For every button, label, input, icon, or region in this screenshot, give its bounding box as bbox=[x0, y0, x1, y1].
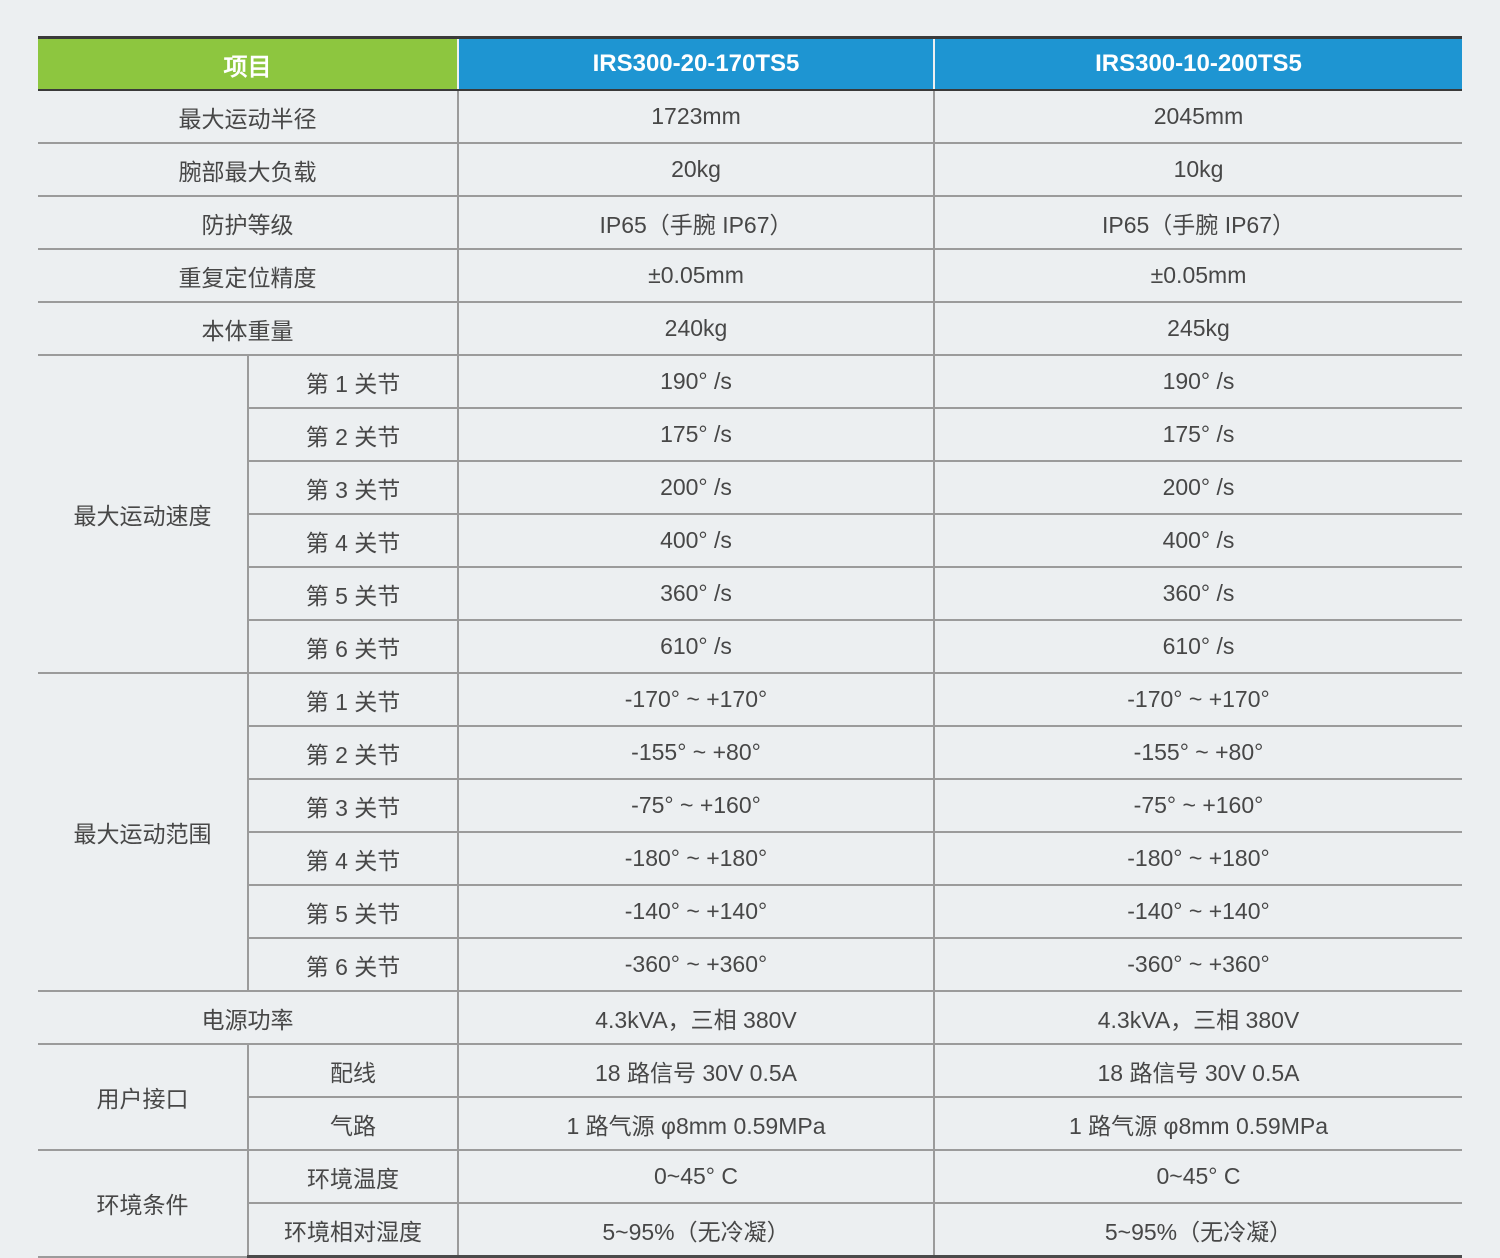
table-row: 防护等级 IP65（手腕 IP67） IP65（手腕 IP67） bbox=[38, 195, 1462, 250]
group-label: 环境条件 bbox=[38, 1149, 249, 1258]
cell-value: -180° ~ +180° bbox=[933, 831, 1462, 886]
row-sublabel: 第 4 关节 bbox=[248, 831, 459, 886]
table-row: 第 2 关节 175° /s 175° /s bbox=[38, 407, 1462, 462]
row-sublabel: 气路 bbox=[248, 1096, 459, 1151]
cell-value: 610° /s bbox=[933, 619, 1462, 674]
group-label: 用户接口 bbox=[38, 1043, 249, 1151]
cell-value: 5~95%（无冷凝） bbox=[933, 1202, 1462, 1258]
header-model-1-cell: IRS300-20-170TS5 bbox=[457, 36, 934, 91]
cell-value: 400° /s bbox=[933, 513, 1462, 568]
cell-value: 360° /s bbox=[457, 566, 935, 621]
row-sublabel: 第 1 关节 bbox=[247, 354, 459, 409]
group-label: 最大运动速度 bbox=[38, 354, 249, 674]
cell-value: 0~45° C bbox=[933, 1149, 1462, 1204]
cell-value: -140° ~ +140° bbox=[933, 884, 1462, 939]
table-row: 重复定位精度 ±0.05mm ±0.05mm bbox=[38, 248, 1462, 303]
table-row: 第 3 关节 200° /s 200° /s bbox=[38, 460, 1462, 515]
cell-value: 2045mm bbox=[933, 89, 1462, 144]
row-sublabel: 第 4 关节 bbox=[248, 513, 459, 568]
row-label: 防护等级 bbox=[38, 195, 459, 250]
table-row: 最大运动速度 第 1 关节 190° /s 190° /s bbox=[38, 354, 1462, 674]
cell-value: 175° /s bbox=[457, 407, 935, 462]
cell-value: 200° /s bbox=[457, 460, 935, 515]
row-sublabel: 第 6 关节 bbox=[248, 619, 459, 674]
row-sublabel: 第 5 关节 bbox=[248, 566, 459, 621]
cell-value: 18 路信号 30V 0.5A bbox=[933, 1043, 1462, 1098]
cell-value: 5~95%（无冷凝） bbox=[457, 1202, 935, 1258]
cell-value: 0~45° C bbox=[457, 1149, 935, 1204]
row-sublabel: 第 3 关节 bbox=[248, 460, 459, 515]
row-sublabel: 第 1 关节 bbox=[247, 672, 459, 727]
header-model-2-cell: IRS300-10-200TS5 bbox=[933, 36, 1462, 91]
cell-value: 4.3kVA，三相 380V bbox=[933, 990, 1462, 1045]
cell-value: -170° ~ +170° bbox=[457, 672, 935, 727]
table-row: 环境相对湿度 5~95%（无冷凝） 5~95%（无冷凝） bbox=[38, 1202, 1462, 1258]
row-label: 重复定位精度 bbox=[38, 248, 459, 303]
row-sublabel: 第 3 关节 bbox=[248, 778, 459, 833]
row-sublabel: 第 2 关节 bbox=[248, 725, 459, 780]
table-row: 本体重量 240kg 245kg bbox=[38, 301, 1462, 356]
cell-value: 240kg bbox=[457, 301, 935, 356]
table-row: 气路 1 路气源 φ8mm 0.59MPa 1 路气源 φ8mm 0.59MPa bbox=[38, 1096, 1462, 1151]
cell-value: -155° ~ +80° bbox=[457, 725, 935, 780]
cell-value: -75° ~ +160° bbox=[457, 778, 935, 833]
row-sublabel: 第 5 关节 bbox=[248, 884, 459, 939]
cell-value: 4.3kVA，三相 380V bbox=[457, 990, 935, 1045]
table-row: 环境条件 环境温度 0~45° C 0~45° C bbox=[38, 1149, 1462, 1258]
row-sublabel: 第 6 关节 bbox=[248, 937, 459, 992]
row-label: 本体重量 bbox=[38, 301, 459, 356]
cell-value: -360° ~ +360° bbox=[457, 937, 935, 992]
cell-value: -170° ~ +170° bbox=[933, 672, 1462, 727]
row-label: 电源功率 bbox=[38, 990, 459, 1045]
row-sublabel: 第 2 关节 bbox=[248, 407, 459, 462]
group-label: 最大运动范围 bbox=[38, 672, 249, 992]
table-row: 用户接口 配线 18 路信号 30V 0.5A 18 路信号 30V 0.5A bbox=[38, 1043, 1462, 1151]
cell-value: -75° ~ +160° bbox=[933, 778, 1462, 833]
robot-spec-table: 项目 IRS300-20-170TS5 IRS300-10-200TS5 最大运… bbox=[38, 36, 1462, 1258]
table-row: 第 2 关节 -155° ~ +80° -155° ~ +80° bbox=[38, 725, 1462, 780]
row-sublabel: 配线 bbox=[247, 1043, 459, 1098]
table-row: 第 3 关节 -75° ~ +160° -75° ~ +160° bbox=[38, 778, 1462, 833]
cell-value: -155° ~ +80° bbox=[933, 725, 1462, 780]
table-row: 最大运动半径 1723mm 2045mm bbox=[38, 89, 1462, 144]
cell-value: 1723mm bbox=[457, 89, 935, 144]
cell-value: IP65（手腕 IP67） bbox=[457, 195, 935, 250]
cell-value: 1 路气源 φ8mm 0.59MPa bbox=[933, 1096, 1462, 1151]
table-row: 腕部最大负载 20kg 10kg bbox=[38, 142, 1462, 197]
table-row: 第 6 关节 -360° ~ +360° -360° ~ +360° bbox=[38, 937, 1462, 992]
cell-value: 1 路气源 φ8mm 0.59MPa bbox=[457, 1096, 935, 1151]
cell-value: -180° ~ +180° bbox=[457, 831, 935, 886]
header-item-cell: 项目 bbox=[38, 36, 458, 91]
cell-value: 18 路信号 30V 0.5A bbox=[457, 1043, 935, 1098]
row-sublabel: 环境相对湿度 bbox=[248, 1202, 459, 1258]
cell-value: 175° /s bbox=[933, 407, 1462, 462]
cell-value: 610° /s bbox=[457, 619, 935, 674]
table-row: 第 5 关节 -140° ~ +140° -140° ~ +140° bbox=[38, 884, 1462, 939]
table-row: 第 5 关节 360° /s 360° /s bbox=[38, 566, 1462, 621]
table-row: 第 4 关节 -180° ~ +180° -180° ~ +180° bbox=[38, 831, 1462, 886]
cell-value: ±0.05mm bbox=[457, 248, 935, 303]
header-row: 项目 IRS300-20-170TS5 IRS300-10-200TS5 bbox=[38, 36, 1462, 91]
table-row: 电源功率 4.3kVA，三相 380V 4.3kVA，三相 380V bbox=[38, 990, 1462, 1045]
cell-value: 245kg bbox=[933, 301, 1462, 356]
table-row: 第 4 关节 400° /s 400° /s bbox=[38, 513, 1462, 568]
cell-value: 400° /s bbox=[457, 513, 935, 568]
cell-value: -360° ~ +360° bbox=[933, 937, 1462, 992]
cell-value: 360° /s bbox=[933, 566, 1462, 621]
cell-value: 20kg bbox=[457, 142, 935, 197]
cell-value: ±0.05mm bbox=[933, 248, 1462, 303]
cell-value: 190° /s bbox=[933, 354, 1462, 409]
cell-value: IP65（手腕 IP67） bbox=[933, 195, 1462, 250]
table-row: 第 6 关节 610° /s 610° /s bbox=[38, 619, 1462, 674]
cell-value: -140° ~ +140° bbox=[457, 884, 935, 939]
cell-value: 200° /s bbox=[933, 460, 1462, 515]
cell-value: 10kg bbox=[933, 142, 1462, 197]
row-label: 腕部最大负载 bbox=[38, 142, 459, 197]
cell-value: 190° /s bbox=[457, 354, 935, 409]
table-row: 最大运动范围 第 1 关节 -170° ~ +170° -170° ~ +170… bbox=[38, 672, 1462, 992]
row-sublabel: 环境温度 bbox=[247, 1149, 459, 1204]
row-label: 最大运动半径 bbox=[38, 89, 459, 144]
